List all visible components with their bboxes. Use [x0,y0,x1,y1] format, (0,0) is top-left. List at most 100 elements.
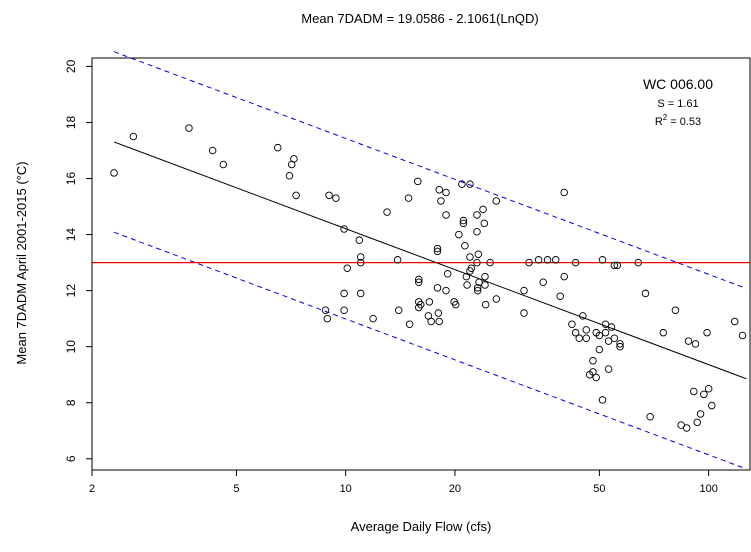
data-point [616,342,624,351]
data-point [481,281,489,289]
data-point [343,264,352,272]
x-tick-label: 2 [89,483,95,495]
data-point [575,334,583,343]
y-axis: 6 8 10 12 14 16 18 20 [64,59,92,462]
data-point [473,211,481,219]
x-axis-label: Average Daily Flow (cfs) [351,519,492,534]
x-tick-label: 10 [340,483,352,495]
r2-superscript: 2 [663,113,668,122]
data-point [369,314,377,323]
data-point [589,368,597,376]
data-point [480,219,489,228]
x-tick-label: 20 [449,483,461,495]
y-tick-label: 6 [64,455,78,462]
data-point [525,258,533,267]
data-point [340,289,348,298]
y-tick-label: 18 [64,115,78,129]
data-point [539,278,547,286]
x-tick-label: 50 [593,483,605,495]
data-point [646,412,654,421]
y-tick-label: 12 [64,284,78,298]
data-point [323,314,332,323]
data-point [443,270,452,278]
data-point [691,340,700,348]
r2-value: = 0.53 [667,116,701,128]
data-point [355,236,364,244]
data-point [616,340,624,348]
data-point [417,300,425,309]
data-point [473,284,482,292]
data-point [492,295,501,303]
data-point [475,278,483,286]
data-point [434,309,443,317]
data-point [455,230,463,239]
data-point [551,256,560,264]
data-point [598,396,607,404]
data-point [479,205,487,214]
data-point [340,225,348,233]
data-point [404,194,413,202]
x-axis: 2 5 10 20 50 100 [89,470,718,495]
data-point [415,278,423,286]
data-point [274,143,282,152]
y-tick-label: 16 [64,172,78,186]
data-point [671,306,680,314]
data-point [556,292,564,300]
data-point [459,219,468,228]
data-point [451,300,460,309]
data-point [582,326,590,334]
data-point [473,286,482,295]
data-point [467,264,476,272]
data-points [110,124,747,432]
data-point [595,345,604,354]
data-point [290,155,298,163]
data-point [459,216,468,225]
data-point [579,312,587,320]
data-point [356,253,365,261]
data-point [463,281,471,289]
s-stat: S = 1.61 [657,98,698,110]
data-point [560,188,568,197]
data-point [738,331,747,340]
data-point [571,258,580,267]
data-point [693,418,701,427]
data-point [684,337,693,345]
data-point [634,258,643,267]
data-point [110,169,118,177]
data-point [481,300,490,309]
data-point [442,188,450,197]
data-point [425,298,434,306]
data-point [292,191,300,200]
data-point [433,284,442,292]
x-tick-label: 5 [233,483,239,495]
y-axis-label: Mean 7DADM April 2001-2015 (°C) [14,161,29,364]
regression-line [113,141,747,380]
data-point [427,317,435,326]
data-point [332,194,340,202]
stats-annotation: WC 006.00 S = 1.61 R2 = 0.53 [643,76,713,128]
y-tick-label: 20 [64,59,78,73]
data-point [219,160,228,169]
data-point [435,317,443,326]
data-point [595,331,604,340]
data-point [708,401,716,410]
data-point [543,256,552,264]
data-point [589,356,597,365]
data-point [492,197,501,205]
data-point [598,256,607,264]
data-point [601,328,610,337]
data-point [462,272,471,281]
data-point [383,208,391,216]
data-point [466,180,474,188]
data-point [604,337,613,345]
data-point [690,387,698,396]
data-point [601,320,610,329]
y-tick-label: 14 [64,228,78,242]
plot-frame [91,57,751,471]
data-point [442,286,450,295]
data-point [696,410,705,418]
data-point [481,272,489,281]
data-point [433,244,442,253]
data-point [730,317,739,326]
